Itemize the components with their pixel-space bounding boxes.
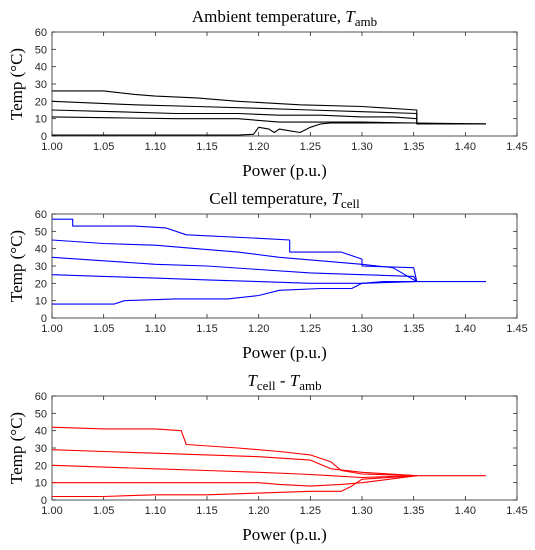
series-line-2: [51, 449, 417, 477]
y-tick-label: 20: [35, 460, 47, 472]
y-axis-label: Temp (°C): [7, 412, 26, 484]
series-line-5: [52, 281, 417, 305]
chart-title: Ambient temperature, Tamb: [192, 7, 377, 29]
x-tick-label: 1.35: [403, 323, 424, 335]
x-tick-label: 1.45: [506, 323, 527, 335]
y-tick-label: 60: [35, 209, 47, 221]
y-tick-label: 60: [35, 391, 47, 403]
x-tick-label: 1.00: [41, 505, 62, 517]
y-tick-label: 40: [35, 244, 47, 256]
y-tick-label: 10: [35, 296, 47, 308]
x-tick-label: 1.30: [351, 323, 372, 335]
y-tick-label: 40: [35, 62, 47, 74]
y-tick-label: 30: [35, 443, 47, 455]
y-tick-label: 0: [41, 131, 47, 143]
x-tick-label: 1.20: [248, 505, 269, 517]
title-operator: -: [276, 371, 290, 390]
x-tick-label: 1.45: [506, 505, 527, 517]
y-tick-label: 10: [35, 114, 47, 126]
y-tick-label: 0: [41, 495, 47, 507]
series-line-3: [51, 109, 417, 120]
plot-area: [51, 31, 518, 137]
y-axis-label: Temp (°C): [7, 48, 26, 120]
series-line-1: [51, 426, 486, 477]
y-tick-label: 20: [35, 96, 47, 108]
series-line-5: [52, 475, 417, 498]
x-tick-label: 1.05: [93, 323, 114, 335]
x-tick-label: 1.45: [506, 141, 527, 153]
x-tick-label: 1.00: [41, 323, 62, 335]
title-symbol: T: [247, 371, 258, 390]
x-tick-label: 1.35: [403, 505, 424, 517]
y-tick-label: 10: [35, 478, 47, 490]
y-tick-label: 50: [35, 44, 47, 56]
series-line-2: [51, 239, 418, 283]
chart-title: Tcell - Tamb: [247, 371, 321, 393]
y-tick-label: 40: [35, 426, 47, 438]
series-line-3: [51, 464, 417, 479]
x-tick-label: 1.40: [455, 141, 476, 153]
chart-panel-1: 1.00 1.05 1.10 1.15 1.20 1.25 1.30 1.35 1.40 1.45…: [7, 7, 528, 180]
y-tick-label: 30: [35, 261, 47, 273]
y-axis-label: Temp (°C): [7, 230, 26, 302]
chart-panel-2: 1.00 1.05 1.10 1.15 1.20 1.25 1.30 1.35 1.40 1.45…: [7, 189, 528, 362]
y-tick-label: 0: [41, 313, 47, 325]
x-tick-label: 1.05: [93, 141, 114, 153]
title-subscript: cell: [341, 196, 360, 211]
series-line-4: [51, 274, 417, 284]
x-tick-label: 1.10: [145, 505, 166, 517]
x-tick-label: 1.10: [145, 141, 166, 153]
x-tick-label: 1.00: [41, 141, 62, 153]
y-tick-label: 50: [35, 226, 47, 238]
x-tick-label: 1.25: [300, 141, 321, 153]
series-line-4: [52, 475, 417, 487]
x-tick-label: 1.15: [196, 323, 217, 335]
series-line-5: [52, 122, 417, 136]
x-tick-label: 1.40: [455, 505, 476, 517]
title-symbol: T: [332, 189, 343, 208]
x-tick-label: 1.20: [248, 323, 269, 335]
x-tick-label: 1.20: [248, 141, 269, 153]
title-symbol-2: T: [290, 371, 301, 390]
y-tick-label: 50: [35, 408, 47, 420]
title-text: Ambient temperature,: [192, 7, 345, 26]
title-subscript: amb: [355, 14, 377, 29]
x-tick-label: 1.15: [196, 505, 217, 517]
title-text: Cell temperature,: [209, 189, 331, 208]
x-tick-label: 1.40: [455, 323, 476, 335]
y-tick-label: 60: [35, 27, 47, 39]
title-subscript-2: amb: [299, 378, 321, 393]
x-axis-label: Power (p.u.): [242, 343, 327, 362]
x-tick-label: 1.25: [300, 505, 321, 517]
x-tick-label: 1.10: [145, 323, 166, 335]
title-symbol: T: [345, 7, 356, 26]
y-tick-label: 20: [35, 278, 47, 290]
x-tick-label: 1.15: [196, 141, 217, 153]
title-subscript: cell: [257, 378, 276, 393]
series-line-1: [52, 218, 486, 283]
x-tick-label: 1.30: [351, 505, 372, 517]
x-tick-label: 1.25: [300, 323, 321, 335]
y-tick-label: 30: [35, 79, 47, 91]
x-tick-label: 1.30: [351, 141, 372, 153]
x-axis-label: Power (p.u.): [242, 525, 327, 544]
chart-panel-3: 1.00 1.05 1.10 1.15 1.20 1.25 1.30 1.35 1.40 1.45…: [7, 371, 528, 544]
x-tick-label: 1.35: [403, 141, 424, 153]
x-tick-label: 1.05: [93, 505, 114, 517]
x-axis-label: Power (p.u.): [242, 161, 327, 180]
series-line-3: [51, 256, 418, 282]
chart-title: Cell temperature, Tcell: [209, 189, 360, 211]
plot-area: [51, 213, 518, 319]
